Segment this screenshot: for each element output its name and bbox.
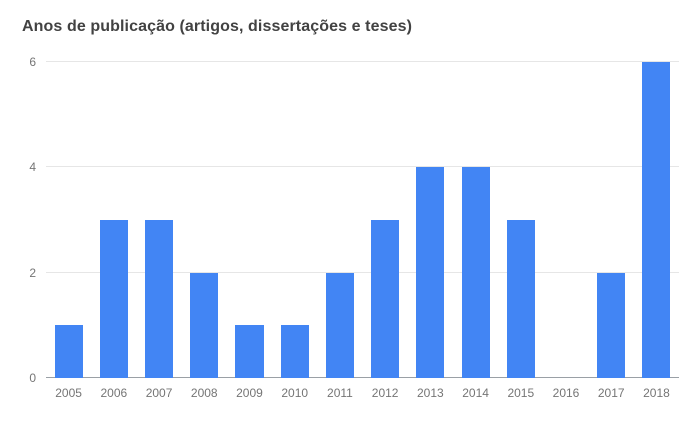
- bar-slot: [498, 62, 543, 378]
- x-axis-labels: 2005 2006 2007 2008 2009 2010 2011 2012 2013 2014…: [46, 386, 679, 400]
- bar-2013: [416, 167, 445, 378]
- x-tick-label: 2017: [597, 386, 625, 400]
- bar-2006: [99, 220, 128, 378]
- bar-2014: [461, 167, 490, 378]
- x-tick-label: 2010: [281, 386, 309, 400]
- bar-slot: [408, 62, 453, 378]
- x-tick-label: 2012: [371, 386, 399, 400]
- x-tick-label: 2009: [236, 386, 263, 400]
- bar-slot: [363, 62, 408, 378]
- bar-slot: [46, 62, 91, 378]
- bar-2007: [145, 220, 174, 378]
- x-tick-label: 2008: [190, 386, 218, 400]
- y-tick-label: 4: [29, 160, 36, 175]
- x-tick-label: 2007: [145, 386, 173, 400]
- gridline: [46, 271, 679, 273]
- y-tick-label: 6: [29, 55, 36, 69]
- x-tick-label: 2006: [100, 386, 128, 400]
- bar-2018: [642, 62, 671, 378]
- bar-2011: [325, 272, 354, 378]
- bar-slot: [91, 62, 136, 378]
- chart-title: Anos de publicação (artigos, dissertaçõe…: [22, 18, 413, 35]
- bar-slot: [543, 62, 588, 378]
- plot-area: 0 2 4 6: [29, 56, 679, 384]
- bar-slot: [182, 62, 227, 378]
- bar-2017: [597, 272, 626, 378]
- y-tick-label: 0: [29, 371, 36, 385]
- bar-2008: [190, 272, 219, 378]
- x-tick-label: 2014: [462, 386, 489, 400]
- x-tick-label: 2018: [643, 386, 670, 400]
- bar-slot: [453, 62, 498, 378]
- y-tick-label: 2: [29, 265, 36, 280]
- x-tick-label: 2005: [55, 386, 82, 400]
- bar-2012: [371, 220, 400, 378]
- x-tick-label: 2015: [507, 386, 535, 400]
- bar-2015: [506, 220, 535, 378]
- gridline: [46, 166, 679, 168]
- bars: [46, 62, 679, 378]
- x-tick-label: 2016: [552, 386, 580, 400]
- bar-2010: [280, 325, 309, 378]
- bar-slot: [589, 62, 634, 378]
- bar-2005: [54, 325, 83, 378]
- x-tick-label: 2013: [417, 386, 444, 400]
- bar-slot: [136, 62, 181, 378]
- bar-2009: [235, 325, 264, 378]
- gridline: [46, 61, 679, 62]
- bar-slot: [272, 62, 317, 378]
- bar-slot: [634, 62, 679, 378]
- x-axis-line: [46, 377, 679, 378]
- bar-slot: [227, 62, 272, 378]
- x-tick-label: 2011: [327, 386, 353, 400]
- bar-slot: [317, 62, 362, 378]
